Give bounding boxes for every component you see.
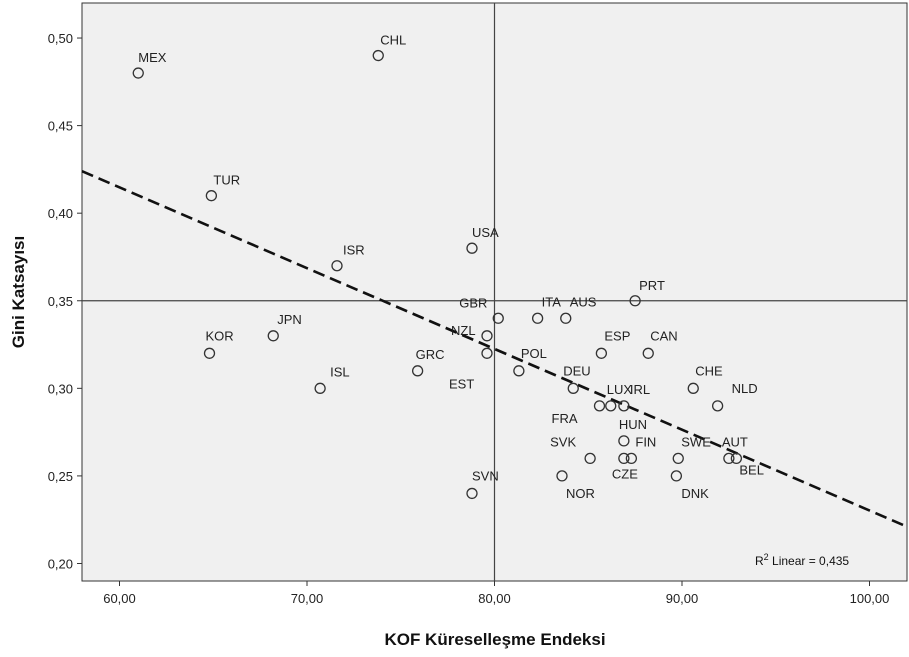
point-label-bel: BEL [739, 462, 764, 477]
point-label-deu: DEU [563, 363, 590, 378]
point-label-lux: LUX [607, 382, 633, 397]
point-label-jpn: JPN [277, 312, 302, 327]
point-label-gbr: GBR [459, 295, 487, 310]
point-label-irl: IRL [630, 382, 650, 397]
y-tick-label: 0,50 [48, 31, 73, 46]
point-label-nor: NOR [566, 486, 595, 501]
point-label-usa: USA [472, 225, 499, 240]
point-label-nld: NLD [732, 381, 758, 396]
point-est [481, 347, 493, 359]
y-tick-label: 0,20 [48, 556, 73, 571]
point-nld [711, 400, 724, 412]
point-label-esp: ESP [604, 328, 630, 343]
points-layer: MEX CHL TUR ISR USA PRT GBR ITA AUS KOR JPN NZL EST E… [132, 33, 764, 501]
point-label-nzl: NZL [451, 323, 476, 338]
x-tick-label: 70,00 [291, 591, 324, 606]
point-ita [531, 312, 544, 324]
x-tick-label: 60,00 [103, 591, 136, 606]
reference-lines [82, 3, 907, 581]
y-tick-label: 0,40 [48, 206, 73, 221]
y-tick-label: 0,45 [48, 119, 73, 134]
point-label-che: CHE [695, 363, 723, 378]
point-label-mex: MEX [138, 50, 167, 65]
point-label-ita: ITA [542, 294, 562, 309]
point-label-aut: AUT [722, 434, 748, 449]
point-irl [618, 400, 630, 412]
point-grc [411, 365, 424, 377]
point-nzl [481, 330, 493, 342]
point-swe [672, 452, 684, 465]
r2-label: R2 Linear = 0,435 [755, 552, 849, 568]
point-svk [584, 452, 596, 465]
point-label-fin: FIN [635, 434, 656, 449]
point-jpn [267, 330, 279, 342]
point-label-svk: SVK [550, 434, 576, 449]
point-svn [466, 487, 478, 500]
point-fra [593, 400, 606, 412]
point-tur [205, 190, 218, 202]
point-hun [618, 435, 630, 447]
y-tick-label: 0,25 [48, 469, 73, 484]
point-label-fra: FRA [552, 411, 578, 426]
point-usa [466, 242, 478, 254]
x-tick-label: 80,00 [478, 591, 511, 606]
point-pol [513, 365, 525, 377]
point-kor [203, 347, 216, 359]
x-tick-label: 90,00 [666, 591, 699, 606]
point-aut [723, 452, 735, 465]
point-bel [730, 452, 743, 465]
point-label-prt: PRT [639, 278, 665, 293]
point-label-pol: POL [521, 346, 547, 361]
point-lux [605, 400, 617, 412]
point-label-cze: CZE [612, 466, 638, 481]
point-label-can: CAN [650, 328, 677, 343]
point-deu [567, 382, 579, 394]
point-gbr [492, 312, 504, 324]
point-mex [132, 67, 144, 79]
point-label-kor: KOR [206, 328, 234, 343]
point-chl [372, 49, 384, 62]
point-dnk [670, 470, 683, 482]
point-label-chl: CHL [380, 33, 406, 48]
point-isr [331, 260, 343, 272]
point-can [642, 347, 654, 359]
point-isl [314, 382, 326, 394]
point-aus [560, 312, 572, 324]
point-label-grc: GRC [416, 347, 445, 362]
y-axis-title: Gini Katsayısı [9, 236, 28, 348]
point-prt [629, 295, 641, 307]
axes-layer: 60,00 70,00 80,00 90,00 100,00 0,20 0,25 0,30 0,… [48, 31, 890, 606]
point-label-est: EST [449, 376, 474, 391]
x-tick-label: 100,00 [850, 591, 890, 606]
point-label-swe: SWE [681, 434, 711, 449]
point-label-svn: SVN [472, 468, 499, 483]
point-cze [618, 452, 630, 465]
point-nor [556, 470, 568, 482]
point-label-isl: ISL [330, 364, 350, 379]
point-fin [625, 452, 638, 465]
point-label-isr: ISR [343, 243, 365, 258]
point-label-aus: AUS [570, 294, 597, 309]
x-axis-title: KOF Küreselleşme Endeksi [384, 630, 605, 649]
point-label-dnk: DNK [681, 486, 709, 501]
point-label-hun: HUN [619, 417, 647, 432]
fit-line [81, 169, 908, 528]
y-tick-label: 0,35 [48, 294, 73, 309]
point-esp [595, 347, 608, 359]
point-che [687, 382, 699, 394]
y-tick-label: 0,30 [48, 381, 73, 396]
fit-line-layer [81, 169, 908, 528]
point-label-tur: TUR [213, 173, 240, 188]
